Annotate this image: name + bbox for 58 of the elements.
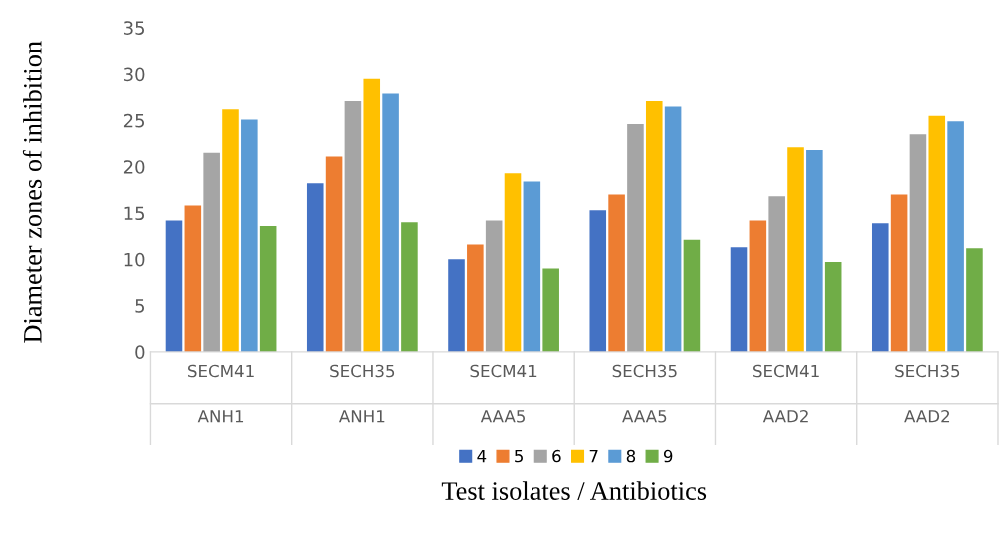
- x-axis-title: Test isolates / Antibiotics: [441, 481, 707, 500]
- bar: [909, 134, 927, 352]
- y-tick-label: 5: [135, 299, 145, 313]
- y-tick-label: 20: [123, 160, 145, 174]
- bar: [485, 220, 503, 352]
- bar: [259, 225, 277, 352]
- bar: [683, 239, 701, 352]
- category-label: SECM41 ANH1: [188, 364, 254, 423]
- category-label: SECM41 AAD2: [753, 364, 819, 423]
- bar: [363, 78, 381, 352]
- bar: [871, 223, 889, 352]
- category-label: SECH35 AAA5: [612, 364, 677, 423]
- bar: [627, 124, 644, 352]
- legend-label: 6: [552, 449, 561, 463]
- bar: [203, 152, 220, 352]
- category-label: SECH35 AAD2: [895, 364, 960, 423]
- y-tick-label: 30: [123, 67, 145, 82]
- bar: [344, 100, 362, 352]
- bar: [382, 93, 399, 352]
- bar: [542, 268, 559, 352]
- bar: [467, 244, 484, 352]
- bar: [749, 220, 767, 352]
- legend-label: 4: [477, 449, 487, 463]
- category-label: SECM41 AAA5: [470, 364, 537, 423]
- bar: [768, 196, 785, 352]
- y-tick-label: 35: [123, 21, 145, 35]
- y-tick-label: 25: [123, 113, 145, 128]
- category-label: SECH35 ANH1: [330, 364, 395, 423]
- y-axis-title: Diameter zones of inhibition: [22, 41, 42, 343]
- bar: [645, 100, 663, 352]
- bar: [448, 259, 465, 352]
- bar: [664, 106, 682, 352]
- bar: [608, 194, 625, 352]
- bar: [824, 262, 842, 352]
- bar: [890, 194, 908, 352]
- bar: [222, 109, 239, 352]
- bar: [523, 181, 541, 352]
- bar: [241, 119, 258, 352]
- bar: [589, 210, 607, 352]
- legend-label: 7: [589, 449, 598, 463]
- bar: [504, 173, 522, 352]
- bar: [806, 150, 823, 352]
- bar: [787, 147, 804, 352]
- y-tick-label: 10: [124, 252, 145, 267]
- legend-label: 5: [515, 449, 523, 463]
- bar: [401, 222, 418, 352]
- y-tick-label: 0: [135, 345, 145, 360]
- bar: [947, 121, 964, 352]
- bar: [928, 115, 946, 352]
- bar: [966, 248, 983, 352]
- bar: [165, 220, 183, 352]
- legend-label: 8: [626, 449, 636, 463]
- bar: [730, 247, 748, 352]
- bar: [306, 183, 324, 352]
- bar: [325, 156, 343, 352]
- legend-label: 9: [663, 449, 673, 463]
- y-tick-label: 15: [124, 206, 145, 221]
- bar: [184, 205, 202, 352]
